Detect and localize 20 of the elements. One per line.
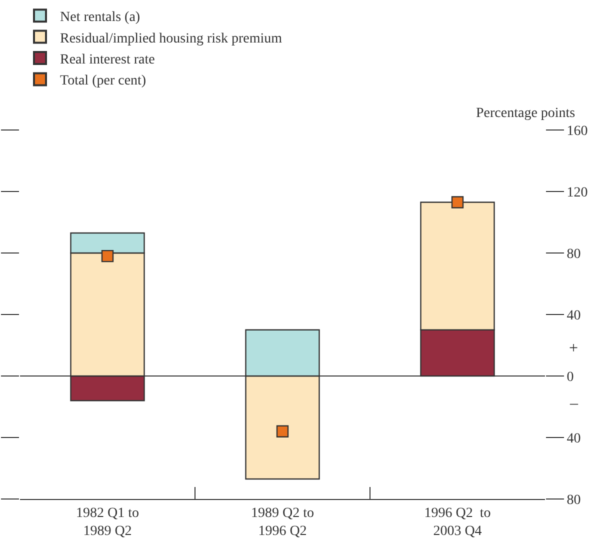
legend-label: Residual/implied housing risk premium: [60, 31, 282, 46]
y-tick-label: 0: [566, 370, 574, 385]
y-tick-label: 80: [566, 492, 581, 508]
y-tick-label: 40: [566, 308, 581, 324]
point: [101, 250, 114, 262]
x-tick-label: 1982 Q1 to 1989 Q2: [76, 506, 139, 539]
legend-label: Real interest rate: [60, 52, 155, 68]
y-tick-label: 120: [566, 185, 588, 200]
legend-label: Total (per cent): [60, 74, 146, 89]
text: –: [569, 395, 579, 412]
y-tick-label: 40: [566, 431, 581, 446]
y-tick-label: 160: [566, 124, 588, 139]
text: +: [569, 340, 578, 357]
point: [276, 425, 289, 438]
point: [451, 196, 464, 208]
y-tick-label: 80: [566, 246, 581, 262]
x-tick-label: 1996 Q2 to 2003 Q4: [424, 506, 491, 539]
y-axis-title: Percentage points: [476, 106, 576, 121]
x-tick-label: 1989 Q2 to 1996 Q2: [251, 506, 314, 539]
legend-label: Net rentals (a): [60, 10, 140, 26]
